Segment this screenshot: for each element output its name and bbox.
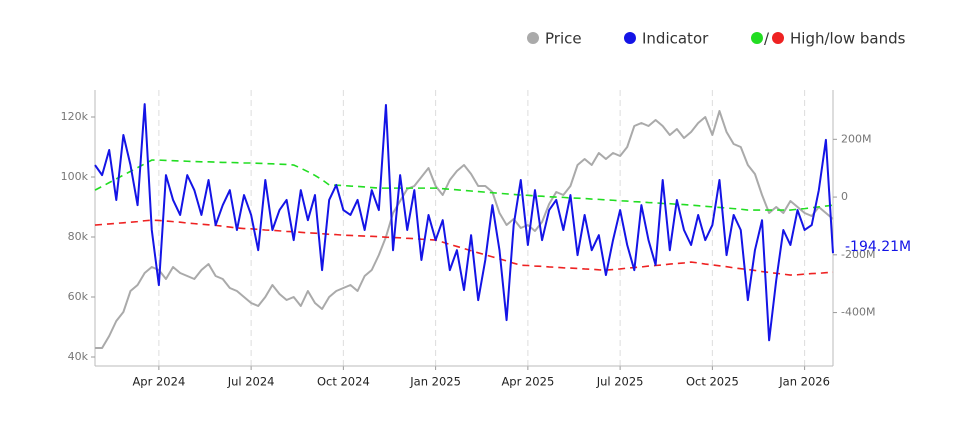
x-tick-label: Apr 2024 [132, 375, 185, 389]
x-tick-label: Jan 2026 [778, 375, 830, 389]
legend-marker [527, 32, 539, 44]
legend-marker [624, 32, 636, 44]
series-line [94, 159, 834, 211]
y2-tick-label: -200M [841, 248, 875, 261]
y2-tick-label: 200M [841, 132, 872, 145]
y-tick-label: 80k [68, 230, 89, 243]
y-tick-label: 120k [61, 110, 89, 123]
series-line [95, 110, 834, 349]
x-tick-label: Jan 2025 [409, 375, 461, 389]
x-tick-label: Jul 2024 [227, 375, 275, 389]
y-tick-label: 60k [68, 290, 89, 303]
y2-tick-label: 0 [841, 190, 848, 203]
y-tick-label: 100k [61, 170, 89, 183]
value-label: -194.21M [845, 239, 911, 255]
x-tick-label: Oct 2024 [317, 375, 370, 389]
x-tick-label: Jul 2025 [596, 375, 644, 389]
legend-label: High/low bands [790, 30, 906, 48]
legend-separator: / [764, 30, 770, 48]
legend-marker [751, 32, 763, 44]
x-tick-label: Oct 2025 [686, 375, 739, 389]
y-tick-label: 40k [68, 350, 89, 363]
legend-label: Price [545, 30, 582, 48]
series-line [94, 103, 834, 342]
legend-marker [772, 32, 784, 44]
y2-tick-label: -400M [841, 306, 875, 319]
legend: Price Indicator / High/low bands [527, 30, 906, 48]
x-tick-label: Apr 2025 [501, 375, 554, 389]
series-line [94, 219, 834, 276]
legend-label: Indicator [642, 30, 709, 48]
